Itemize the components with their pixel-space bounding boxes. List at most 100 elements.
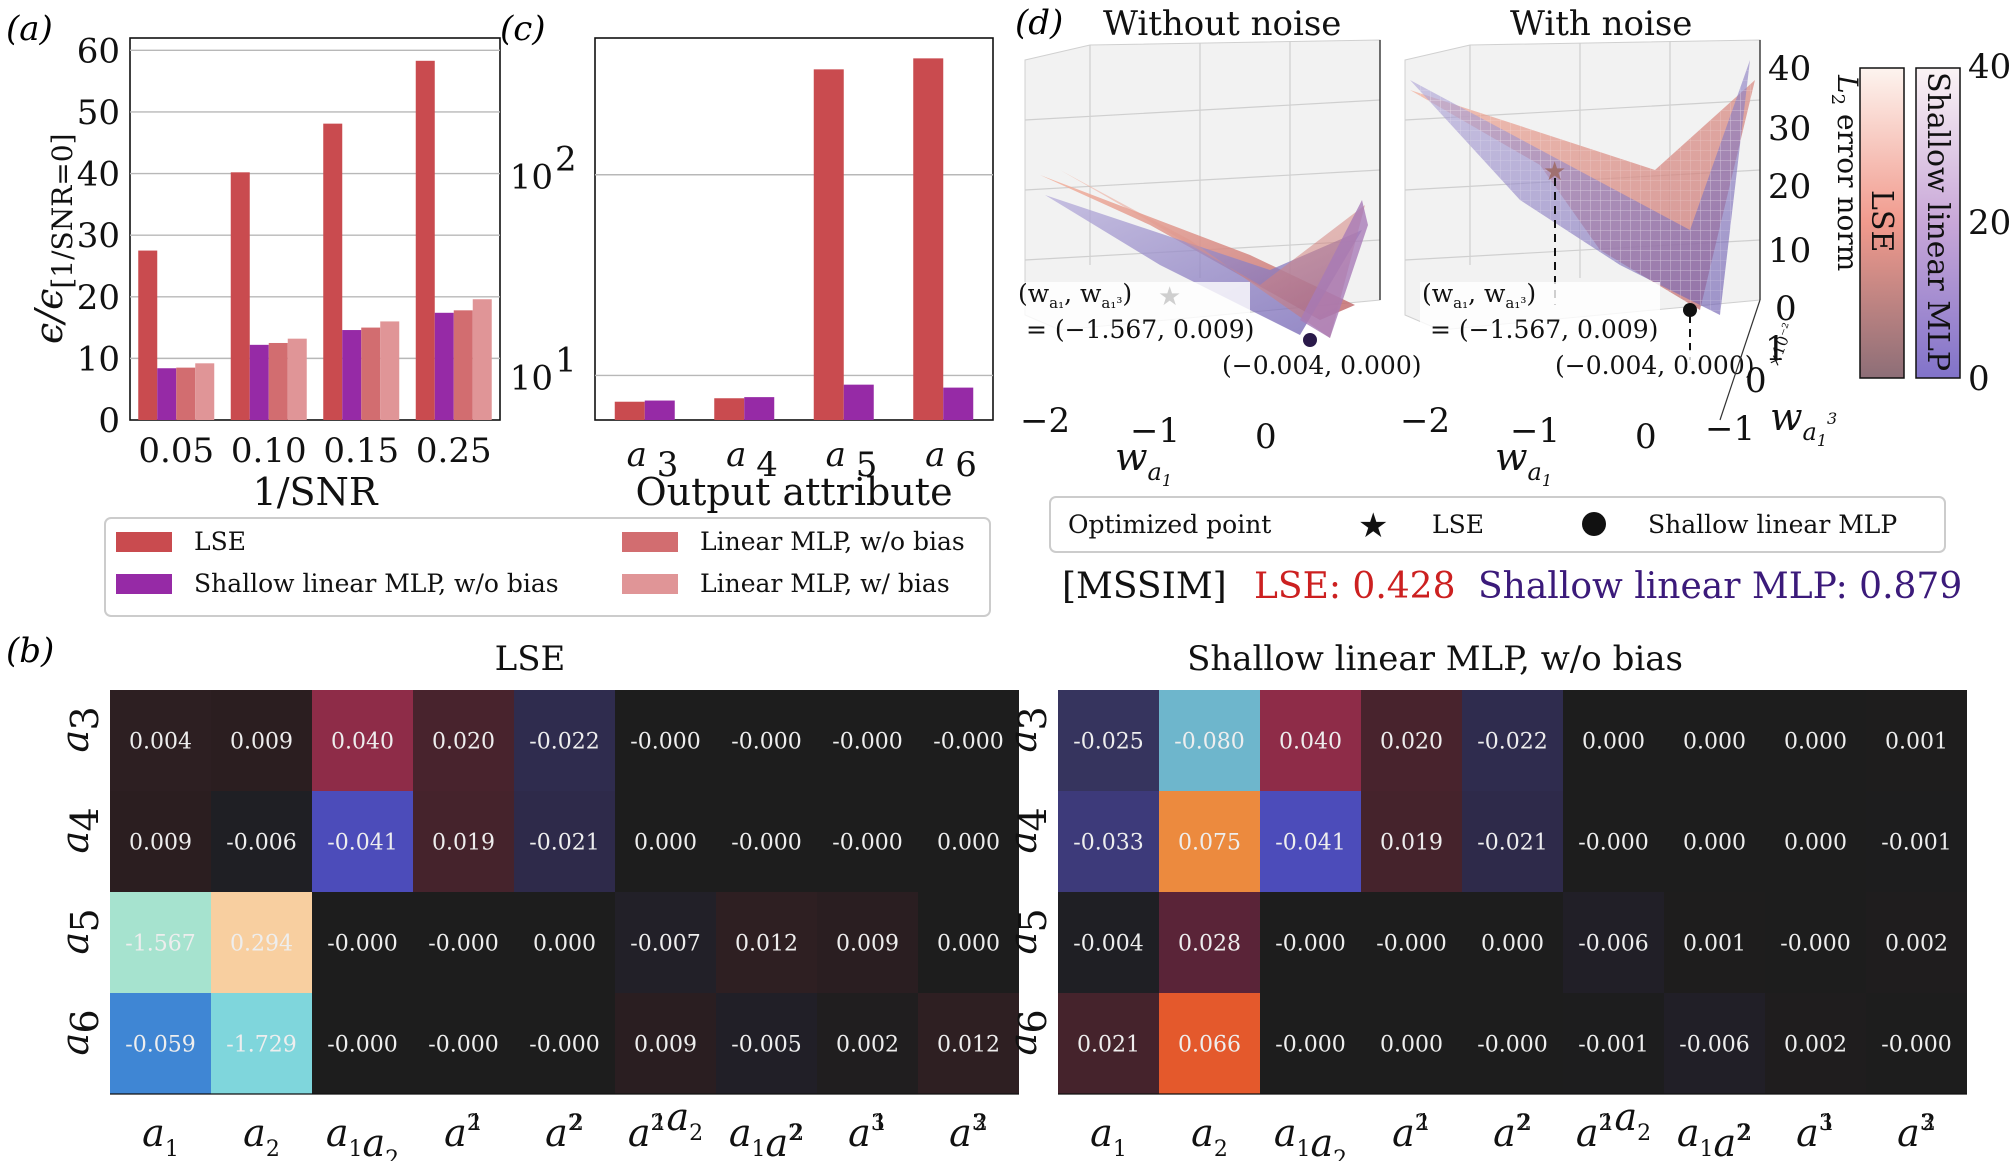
panel-c-bar: [614, 401, 645, 420]
heatmap-row-label: a3: [1001, 706, 1055, 752]
heatmap-col-label: a32: [949, 1111, 988, 1155]
legend-star-icon: ★: [1358, 506, 1388, 546]
d-zlabel: L2 error norm: [1827, 74, 1864, 271]
heatmap-cell: [1058, 690, 1159, 791]
heatmap-cell-value: 0.002: [836, 1033, 899, 1058]
heatmap-cell: [817, 791, 918, 892]
heatmap-cell-value: -1.729: [226, 1033, 296, 1058]
heatmap-cell: [1765, 791, 1866, 892]
heatmap-cell: [211, 993, 312, 1094]
heatmap-cell-value: 0.000: [937, 932, 1000, 957]
heatmap-cell: [1462, 993, 1563, 1094]
row-label-base: a: [1001, 932, 1045, 955]
panel-a-bar: [415, 60, 435, 420]
panel-a-bar: [342, 330, 362, 420]
heatmap-cell: [1159, 791, 1260, 892]
d-ztick-2: 20: [1768, 167, 1811, 207]
heatmap-cell-value: -0.007: [630, 932, 700, 957]
heatmap-cell-value: 0.000: [1784, 730, 1847, 755]
heatmap-cell-value: 0.009: [129, 831, 192, 856]
row-label-sub: 5: [63, 908, 107, 932]
colorbar-mlp: Shallow linear MLP 0 20 40: [1915, 47, 2011, 399]
heatmap-cell: [1361, 690, 1462, 791]
panel-a-bar: [138, 250, 158, 420]
heatmap-cell-value: -0.000: [630, 730, 700, 755]
lse-point-annotation-1a: (wa₁, wa₁³): [1018, 279, 1132, 312]
heatmap-cell: [413, 690, 514, 791]
d-ytick-1: 1: [1765, 329, 1787, 369]
panel-a-bar: [157, 368, 177, 420]
panel-label-d: (d): [1015, 3, 1063, 43]
d-ytick-0: 0: [1745, 361, 1767, 401]
panel-a-ytick: 50: [77, 93, 120, 133]
heatmap-cell-value: -0.000: [1275, 932, 1345, 957]
heatmap-col-label: a1a22: [1677, 1111, 1752, 1161]
heatmap-cell: [312, 892, 413, 993]
heatmap-row-label: a6: [53, 1009, 107, 1055]
heatmap-cell: [1361, 791, 1462, 892]
heatmap-col-label: a2: [243, 1111, 280, 1161]
heatmap-row-label: a6: [1001, 1009, 1055, 1055]
heatmap-cell: [1058, 791, 1159, 892]
heatmap-cell-value: 0.020: [1380, 730, 1443, 755]
heatmap-cell: [918, 791, 1019, 892]
heatmap-title: LSE: [495, 639, 566, 679]
panel-c-xtick: a: [726, 435, 746, 475]
d-ztick-1: 10: [1768, 231, 1811, 271]
panel-c-bar: [943, 387, 974, 420]
heatmap-cell: [1462, 791, 1563, 892]
panel-c-bar: [744, 397, 775, 420]
heatmap-cell: [1765, 892, 1866, 993]
heatmap-cell: [110, 892, 211, 993]
heatmap-cell: [413, 892, 514, 993]
panel-a-ylabel: ϵ/ϵ[1/SNR=0]: [27, 133, 79, 344]
colorbar-tick-40: 40: [1968, 47, 2011, 87]
heatmap-cell: [514, 791, 615, 892]
colorbar-tick-0: 0: [1968, 359, 1990, 399]
row-label-base: a: [53, 831, 97, 854]
d-ztick-3: 30: [1768, 109, 1811, 149]
optimized-point-legend: Optimized point ★ LSE Shallow linear MLP: [1049, 496, 1946, 553]
heatmap-cell: [1361, 993, 1462, 1094]
heatmap-cell-value: -0.021: [1477, 831, 1547, 856]
heatmap-cell: [211, 690, 312, 791]
heatmap-cell: [1765, 993, 1866, 1094]
panel-c-bar: [843, 384, 874, 420]
heatmap-cell-value: -0.041: [327, 831, 397, 856]
heatmap-cell: [615, 993, 716, 1094]
heatmap-cell-value: 0.000: [634, 831, 697, 856]
panel-a-bar-chart: 0 10 20 30 40 50 60 0.05 0.10 0.15 0.25 1/SNR ϵ/ϵ[1/…: [27, 31, 991, 617]
heatmap-cell: [1462, 690, 1563, 791]
heatmap-cell: [514, 993, 615, 1094]
legend-entry: LSE: [194, 527, 246, 556]
heatmap-cell-value: 0.019: [432, 831, 495, 856]
row-label-base: a: [53, 1033, 97, 1056]
heatmap-cell: [918, 993, 1019, 1094]
heatmap-cell-value: -0.000: [327, 932, 397, 957]
colorbar-mlp-label: Shallow linear MLP: [1920, 72, 1955, 371]
panel-a-bar: [230, 172, 250, 420]
legend-swatch: [622, 532, 678, 552]
panel-a-xtick: 0.05: [138, 431, 214, 471]
panel-a-bar: [176, 367, 196, 420]
legend-dot-label: Shallow linear MLP: [1648, 510, 1897, 539]
row-label-sub: 4: [63, 807, 107, 831]
mssim-mlp-value: Shallow linear MLP: 0.879: [1478, 566, 1962, 607]
panel-a-legend: LSE Shallow linear MLP, w/o bias Linear ML…: [104, 517, 991, 617]
heatmap-cell: [716, 892, 817, 993]
heatmap-cell-value: 0.012: [735, 932, 798, 957]
d1-xtick-0: −2: [1020, 401, 1070, 441]
heatmap-cell: [110, 791, 211, 892]
d2-title: With noise: [1510, 4, 1692, 44]
heatmap-cell-value: -0.005: [731, 1033, 801, 1058]
heatmap-cell-value: 0.075: [1178, 831, 1241, 856]
d1-title: Without noise: [1103, 4, 1341, 44]
heatmap-cell: [918, 892, 1019, 993]
heatmap-cell: [312, 993, 413, 1094]
heatmap-cell: [1260, 690, 1361, 791]
panel-a-bar: [380, 321, 400, 420]
legend-dot-icon: [1582, 512, 1606, 536]
heatmap-cell: [1866, 993, 1967, 1094]
panel-c-ytick-exp: 2: [555, 140, 577, 180]
